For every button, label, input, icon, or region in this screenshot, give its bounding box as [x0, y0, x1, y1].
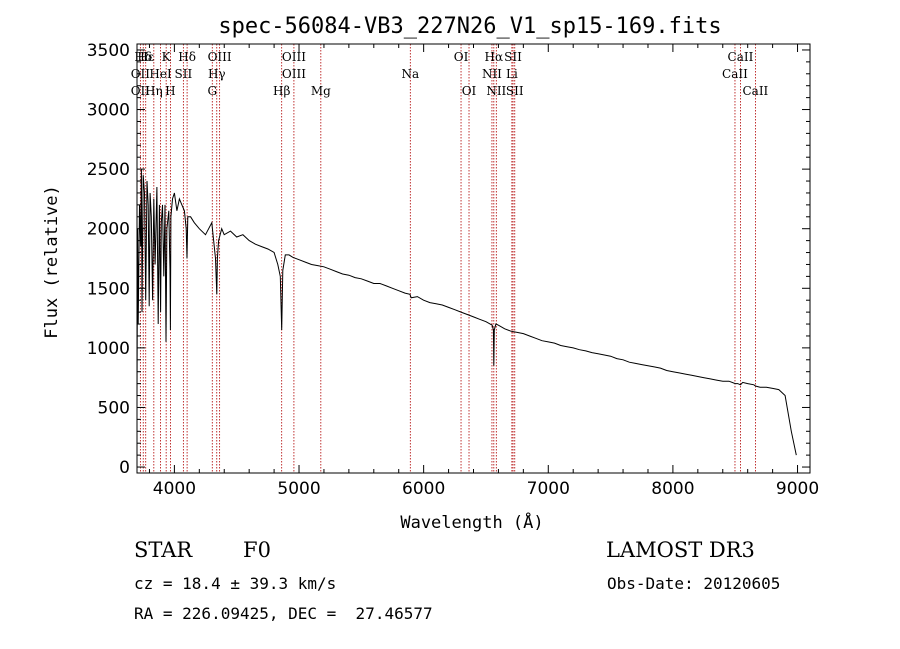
x-tick-label: 6000 — [402, 479, 445, 499]
object-subclass: F0 — [243, 538, 271, 562]
x-tick-label: 4000 — [153, 479, 196, 499]
y-tick-label: 3000 — [87, 101, 130, 121]
x-axis-ticks: 4000 5000 6000 7000 8000 9000 — [148, 44, 819, 499]
plot-frame — [136, 43, 811, 474]
spectral-line-label: K — [162, 50, 172, 64]
spectral-line-label: Na — [401, 67, 419, 81]
spectral-line-label: Hδ — [134, 50, 152, 64]
spectral-line-label: SII — [504, 50, 522, 64]
spectral-line-label: OIII — [208, 50, 232, 64]
spectral-line-markers — [139, 44, 756, 473]
y-axis-label: Flux (relative) — [42, 185, 62, 339]
x-tick-label: 7000 — [527, 479, 570, 499]
spectral-line-label: NII — [486, 84, 506, 98]
y-tick-label: 3500 — [87, 41, 130, 61]
y-tick-label: 1000 — [87, 339, 130, 359]
y-tick-label: 2000 — [87, 220, 130, 240]
y-tick-label: 1500 — [87, 279, 130, 299]
redshift-velocity: cz = 18.4 ± 39.3 km/s — [134, 574, 337, 593]
x-axis-label: Wavelength (Å) — [400, 511, 543, 533]
spectral-line-label: OIII — [282, 50, 306, 64]
spectral-line-label: Hβ — [273, 84, 290, 98]
sky-coordinates: RA = 226.09425, DEC = 27.46577 — [134, 604, 433, 623]
x-tick-label: 9000 — [776, 479, 819, 499]
spectral-line-label: OIII — [282, 67, 306, 81]
spectral-line-label: Li — [506, 67, 518, 81]
y-tick-label: 2500 — [87, 160, 130, 180]
spectral-line-label: NII — [482, 67, 502, 81]
spectral-line-label: Hγ — [208, 67, 226, 81]
spectral-line-label: SII — [175, 67, 193, 81]
object-type: STAR — [134, 538, 193, 562]
spectral-line-label: HeI — [149, 67, 172, 81]
spectral-line-label: Mg — [311, 84, 331, 98]
spectral-line-label: OII — [131, 84, 151, 98]
spectral-line-label: OI — [462, 84, 477, 98]
y-tick-label: 500 — [98, 398, 130, 418]
spectral-line-label: CaII — [728, 50, 754, 64]
y-tick-label: 0 — [119, 458, 130, 478]
spectral-line-label: Hε — [137, 50, 154, 64]
spectral-line-label: H — [165, 84, 175, 98]
spectrum-series-line — [136, 169, 797, 456]
spectral-line-label: OI — [454, 50, 469, 64]
y-axis-ticks: 0 500 1000 1500 2000 2500 3000 3500 — [87, 41, 810, 478]
x-tick-label: 8000 — [651, 479, 694, 499]
spectral-line-label: SII — [506, 84, 524, 98]
spectral-line-label: CaII — [722, 67, 748, 81]
spectral-line-label: G — [207, 84, 217, 98]
observation-date: Obs-Date: 20120605 — [607, 574, 781, 593]
spectral-line-label: Hη — [145, 84, 163, 98]
spectral-line-label: Hδ — [178, 50, 196, 64]
x-tick-label: 5000 — [277, 479, 320, 499]
spectral-line-label: CaII — [742, 84, 768, 98]
spectral-line-label: Hα — [485, 50, 504, 64]
survey-name: LAMOST DR3 — [606, 538, 755, 562]
chart-title: spec-56084-VB3_227N26_V1_sp15-169.fits — [218, 14, 721, 39]
